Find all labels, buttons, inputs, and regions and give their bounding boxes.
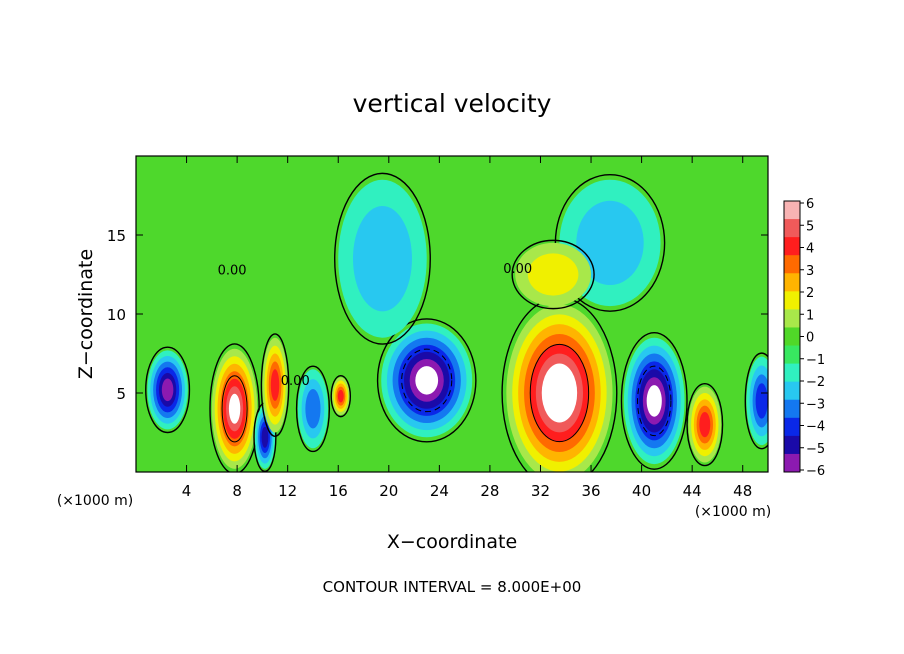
colorbar-segment — [784, 273, 800, 292]
velocity-band — [527, 253, 579, 296]
zero-contour — [511, 239, 595, 310]
x-tick-label: 24 — [430, 482, 449, 500]
interval-contour — [637, 365, 672, 437]
colorbar-segment — [784, 453, 800, 473]
colorbar-segment — [784, 399, 800, 419]
colorbar-tick-label: −2 — [806, 375, 825, 390]
velocity-cell — [260, 333, 290, 437]
x-tick-label: 20 — [379, 482, 398, 500]
velocity-cell — [334, 172, 431, 345]
velocity-band — [553, 383, 566, 403]
colorbar-segment — [784, 309, 800, 328]
zero-contour — [686, 382, 724, 467]
interval-contour — [529, 343, 590, 443]
velocity-band — [699, 411, 711, 438]
colorbar-tick-label: 2 — [806, 286, 814, 301]
x-tick-label: 4 — [182, 482, 192, 500]
velocity-band — [576, 200, 644, 286]
x-tick-label: 16 — [329, 482, 348, 500]
zero-contour — [376, 318, 477, 443]
velocity-band — [270, 369, 280, 401]
plot-area: 0.00 0.00 0.00 — [136, 156, 768, 472]
x-unit-label: (×1000 m) — [57, 493, 133, 509]
x-tick-label: 8 — [232, 482, 242, 500]
colorbar-segment — [784, 435, 800, 455]
contour-label: 0.00 — [503, 262, 532, 277]
colorbar-segment — [784, 327, 800, 347]
x-tick-label: 48 — [733, 482, 752, 500]
velocity-band — [650, 393, 659, 409]
velocity-band — [231, 401, 238, 417]
y-tick-label: 10 — [107, 306, 126, 324]
velocity-band — [305, 389, 321, 429]
colorbar-tick-label: 4 — [806, 242, 814, 257]
velocity-band — [337, 389, 344, 403]
colorbar-segment — [784, 201, 800, 220]
y-unit-label: (×1000 m) — [695, 504, 771, 520]
x-tick-label: 40 — [632, 482, 651, 500]
zero-contour — [744, 352, 768, 450]
velocity-cell — [501, 296, 618, 472]
velocity-cell — [686, 382, 724, 467]
colorbar-segment — [784, 219, 800, 238]
colorbar-segment — [784, 381, 800, 401]
velocity-cell — [295, 365, 331, 453]
velocity-band — [161, 378, 174, 402]
velocity-band — [421, 373, 433, 388]
velocity-cell — [620, 331, 688, 470]
colorbar-tick-label: 5 — [806, 219, 814, 234]
colorbar: 6 5 4 3 2 1 0 −1 −2 −3 −4 −5 −6 — [783, 197, 825, 479]
y-tick-label: 15 — [107, 227, 126, 245]
colorbar-tick-label: 0 — [806, 331, 814, 346]
velocity-band — [352, 206, 412, 312]
velocity-cell — [330, 374, 352, 418]
colorbar-segment — [784, 291, 800, 310]
colorbar-tick-label: 1 — [806, 308, 814, 323]
x-tick-label: 36 — [581, 482, 600, 500]
velocity-cell — [511, 239, 595, 310]
zero-contour — [260, 333, 290, 437]
velocity-band — [755, 383, 768, 419]
interval-contour — [221, 375, 248, 443]
colorbar-segment — [784, 345, 800, 365]
velocity-band — [261, 426, 269, 448]
x-tick-label: 44 — [683, 482, 702, 500]
colorbar-tick-label: 3 — [806, 264, 814, 279]
contour-label: 0.00 — [281, 374, 310, 389]
zero-contour — [145, 346, 191, 434]
velocity-cell — [145, 346, 191, 434]
zero-contour — [330, 374, 352, 418]
colorbar-segment — [784, 363, 800, 383]
colorbar-segment — [784, 417, 800, 437]
interval-contour — [401, 348, 453, 413]
colorbar-segment — [784, 255, 800, 274]
x-tick-label: 12 — [278, 482, 297, 500]
contour-label: 0.00 — [218, 264, 247, 279]
colorbar-tick-label: −5 — [806, 442, 825, 457]
velocity-cell — [376, 318, 477, 443]
colorbar-tick-label: 6 — [806, 197, 814, 212]
colorbar-segment — [784, 237, 800, 256]
colorbar-tick-label: −4 — [806, 420, 825, 435]
x-tick-label: 28 — [480, 482, 499, 500]
velocity-cell — [744, 352, 768, 450]
y-tick-label: 5 — [116, 385, 126, 403]
x-tick-label: 32 — [531, 482, 550, 500]
colorbar-tick-label: −6 — [806, 464, 825, 479]
zero-contour — [620, 331, 688, 470]
y-axis-label: Z−coordinate — [75, 249, 97, 379]
zero-contour — [554, 173, 666, 312]
velocity-cell — [209, 343, 260, 472]
contour-interval-footer: CONTOUR INTERVAL = 8.000E+00 — [323, 578, 582, 596]
colorbar-tick-label: −3 — [806, 397, 825, 412]
chart-title: vertical velocity — [353, 89, 552, 118]
x-axis-label: X−coordinate — [387, 531, 517, 553]
colorbar-tick-label: −1 — [806, 353, 825, 368]
zero-contour — [334, 172, 431, 345]
zero-contour — [295, 365, 331, 453]
